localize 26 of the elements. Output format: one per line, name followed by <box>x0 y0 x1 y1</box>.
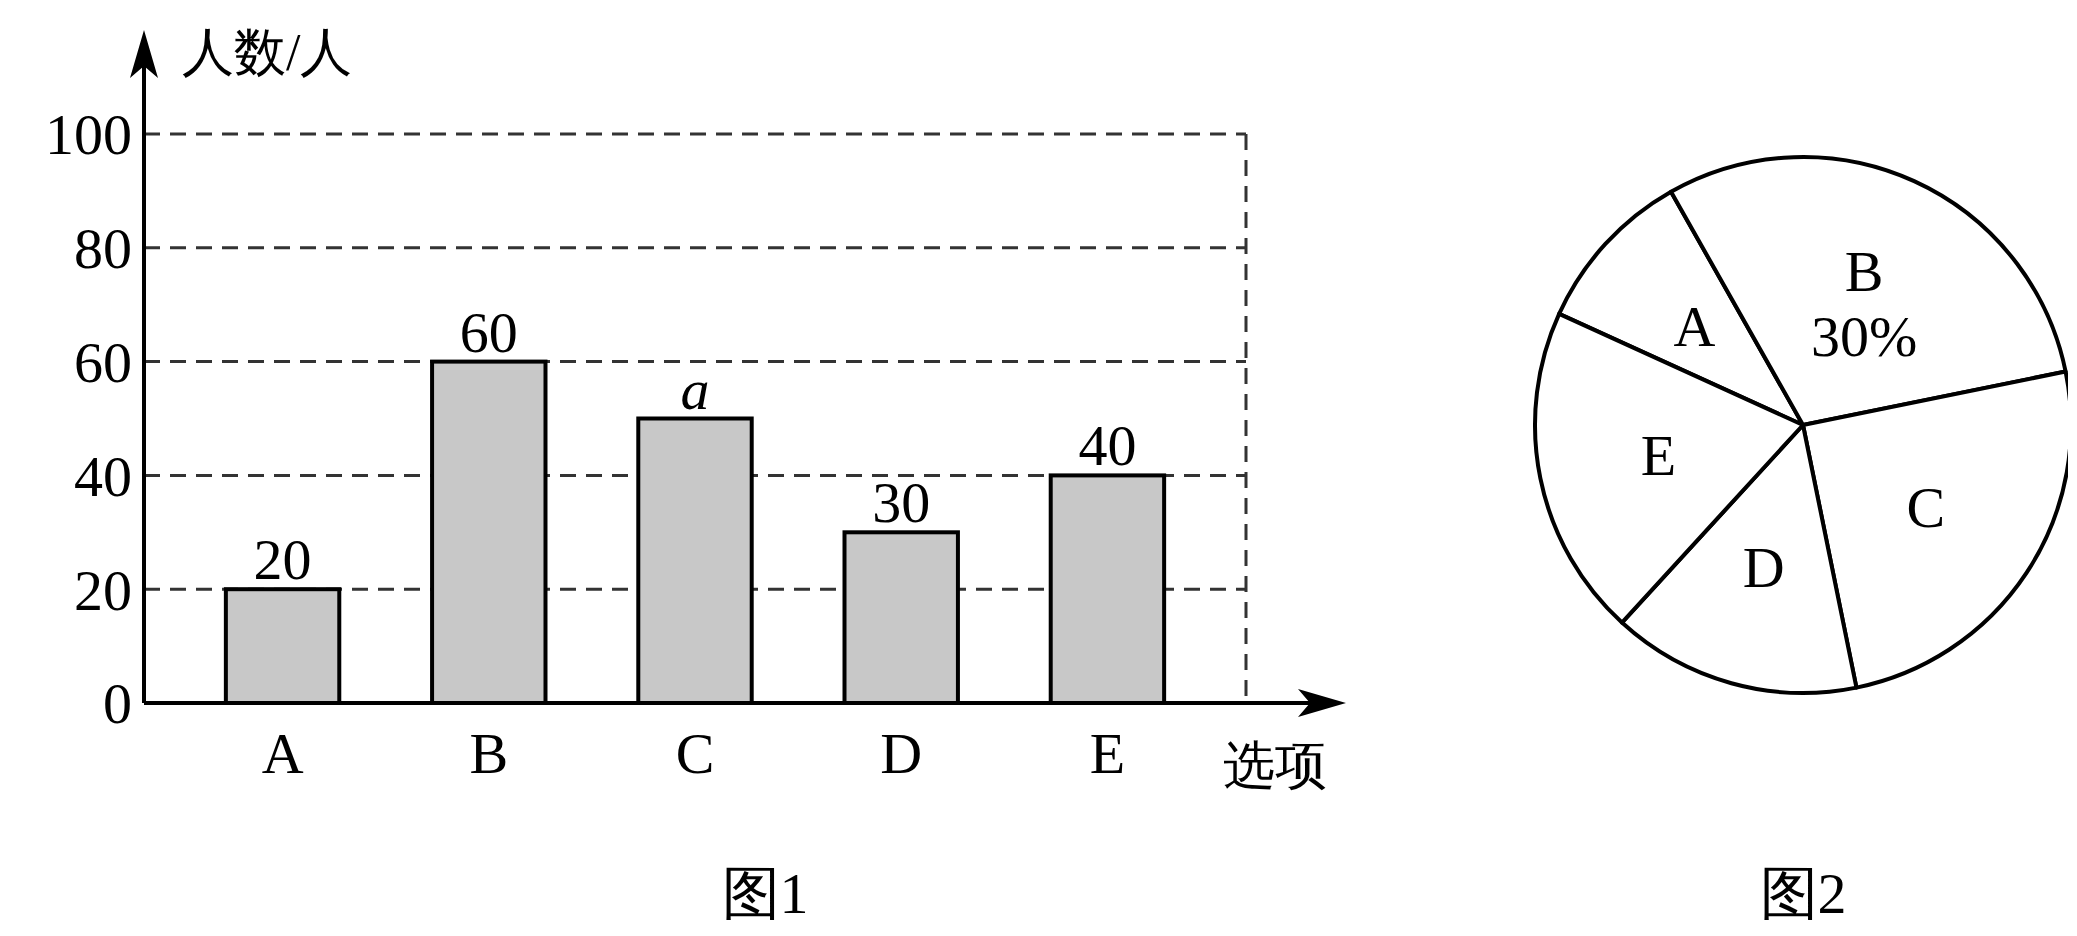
data-label: 30 <box>872 470 931 536</box>
slice-label: E <box>1640 422 1677 488</box>
x-tick-label: E <box>1089 721 1126 786</box>
x-tick-label: A <box>261 721 304 786</box>
data-label: 60 <box>459 299 518 365</box>
x-tick-label: B <box>469 721 509 786</box>
slice-label: D <box>1742 535 1785 601</box>
y-tick-label: 100 <box>45 102 132 168</box>
y-axis-title: 人数/人 <box>182 24 353 81</box>
slice-label: A <box>1673 293 1716 359</box>
data-label: 40 <box>1078 413 1137 479</box>
y-tick-label: 0 <box>103 671 132 737</box>
data-label: 20 <box>253 527 312 593</box>
y-tick-label: 60 <box>74 329 132 395</box>
y-tick-label: 20 <box>74 557 132 623</box>
text: 图2 <box>1759 861 1847 926</box>
text: 图1 <box>721 861 809 926</box>
y-tick-label: 80 <box>74 216 132 282</box>
slice-label: C <box>1906 474 1946 540</box>
data-label: 30% <box>1810 304 1918 370</box>
data-label: a <box>680 356 710 422</box>
x-tick-label: C <box>675 721 715 786</box>
y-tick-label: 40 <box>74 443 132 509</box>
x-tick-label: D <box>880 721 923 786</box>
slice-label: B <box>1844 239 1884 305</box>
x-axis-title: 选项 <box>1223 737 1327 794</box>
